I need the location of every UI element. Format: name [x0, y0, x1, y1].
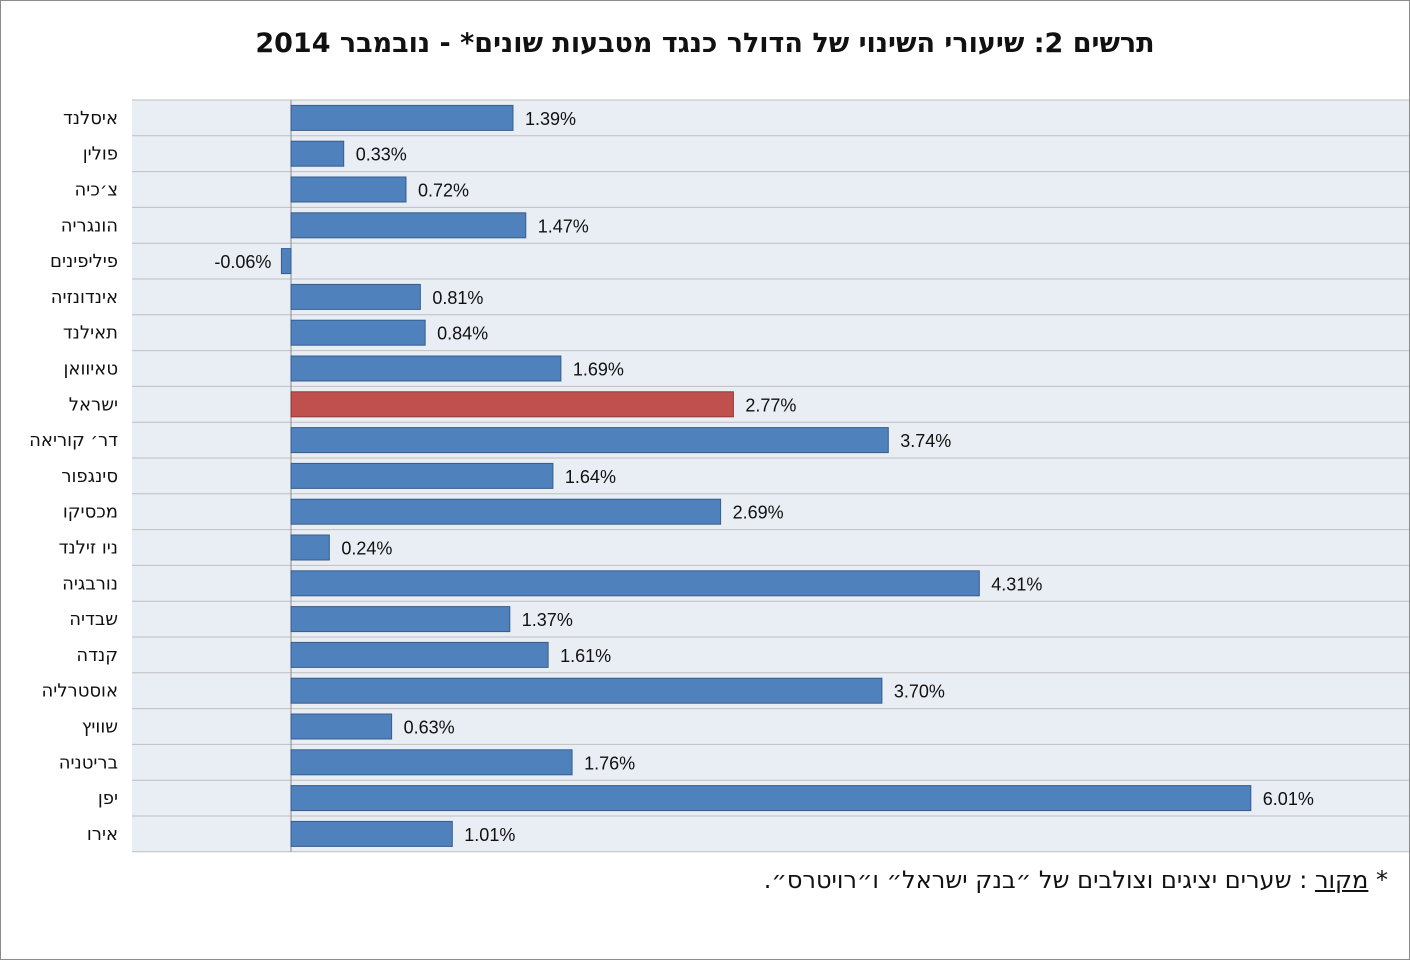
data-label-4: -0.06% — [214, 252, 271, 272]
source-note: * מקור : שערים יציגים וצולבים של ״בנק יש… — [764, 866, 1388, 894]
category-label-7: טאיוואן — [64, 359, 118, 380]
bar-1 — [290, 140, 345, 167]
bar-17 — [290, 713, 393, 740]
category-label-2: צ׳כיה — [75, 180, 118, 201]
data-label-13: 4.31% — [991, 574, 1042, 594]
data-label-9: 3.74% — [900, 431, 951, 451]
data-label-2: 0.72% — [418, 181, 469, 201]
bar-13 — [290, 570, 980, 597]
bar-9 — [290, 427, 889, 454]
category-label-15: קנדה — [76, 645, 118, 666]
data-label-16: 3.70% — [894, 682, 945, 702]
category-label-6: תאילנד — [63, 323, 118, 344]
category-label-13: נורבגיה — [62, 573, 118, 594]
bar-19 — [290, 785, 1252, 812]
data-label-18: 1.76% — [584, 753, 635, 773]
row-band — [132, 135, 1409, 172]
footnote-star: * — [1376, 866, 1388, 894]
row-band — [132, 243, 1409, 279]
category-label-17: שוויץ — [82, 717, 118, 738]
category-label-0: איסלנד — [63, 108, 118, 129]
category-label-19: יפן — [98, 788, 118, 809]
data-label-7: 1.69% — [573, 360, 624, 380]
data-label-8: 2.77% — [745, 395, 796, 415]
data-label-0: 1.39% — [525, 109, 576, 129]
data-label-11: 2.69% — [733, 503, 784, 523]
category-label-18: בריטניה — [59, 752, 118, 773]
bar-16 — [290, 677, 883, 704]
bar-5 — [290, 283, 421, 310]
bar-6 — [290, 319, 426, 346]
data-label-5: 0.81% — [432, 288, 483, 308]
bar-14 — [290, 606, 511, 633]
bar-3 — [290, 212, 527, 239]
bar-7 — [290, 355, 562, 382]
category-label-5: אינדונזיה — [51, 287, 118, 308]
data-label-20: 1.01% — [464, 825, 515, 845]
data-label-3: 1.47% — [538, 216, 589, 236]
category-label-11: מכסיקו — [63, 502, 118, 523]
data-label-1: 0.33% — [356, 145, 407, 165]
category-label-9: דר׳ קוריאה — [29, 430, 118, 451]
category-label-14: שבדיה — [69, 609, 118, 630]
chart-title: תרשים 2: שיעורי השינוי של הדולר כנגד מטב… — [255, 28, 1155, 59]
category-label-1: פולין — [83, 144, 118, 165]
source-label: מקור — [1314, 866, 1369, 894]
source-text: : שערים יציגים וצולבים של ״בנק ישראל״ ו״… — [763, 866, 1308, 894]
data-label-12: 0.24% — [341, 539, 392, 559]
category-label-3: הונגריה — [61, 215, 118, 236]
category-label-16: אוסטרליה — [42, 681, 118, 702]
data-label-19: 6.01% — [1263, 789, 1314, 809]
bar-18 — [290, 749, 573, 776]
data-label-17: 0.63% — [404, 718, 455, 738]
bar-15 — [290, 641, 549, 668]
category-label-12: ניו זילנד — [59, 538, 118, 559]
bar-11 — [290, 498, 722, 525]
data-label-15: 1.61% — [560, 646, 611, 666]
category-label-4: פיליפינים — [50, 251, 118, 272]
row-band — [132, 529, 1409, 566]
data-label-10: 1.64% — [565, 467, 616, 487]
bar-2 — [290, 176, 407, 203]
bar-10 — [290, 462, 554, 489]
bar-20 — [290, 820, 453, 847]
category-label-20: אירו — [87, 824, 118, 845]
bar-4 — [280, 248, 292, 275]
category-label-8: ישראל — [69, 394, 118, 415]
bar-8 — [290, 391, 734, 418]
data-label-14: 1.37% — [522, 610, 573, 630]
category-label-10: סינגפור — [61, 466, 118, 487]
bar-0 — [290, 104, 514, 131]
data-label-6: 0.84% — [437, 324, 488, 344]
bar-12 — [290, 534, 330, 561]
